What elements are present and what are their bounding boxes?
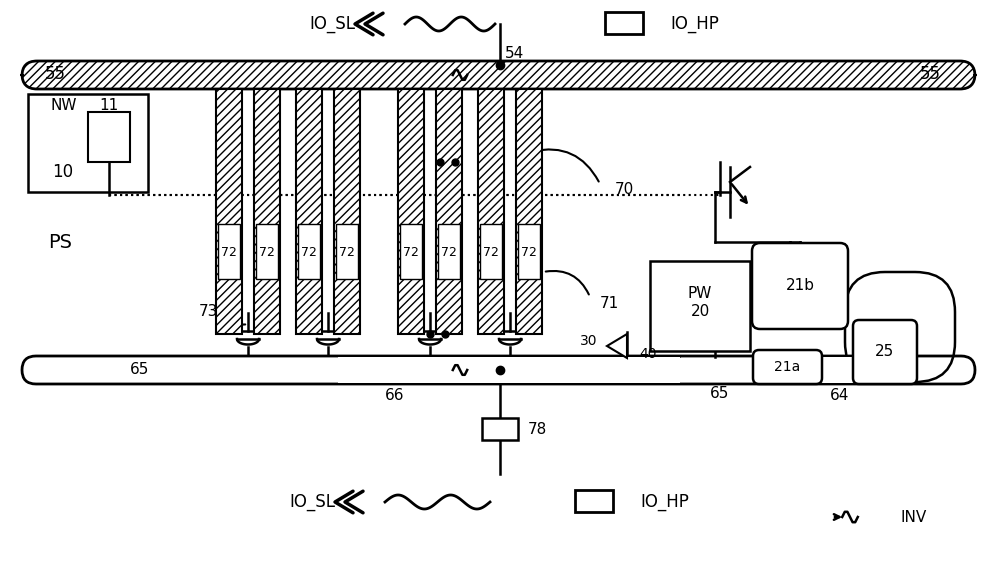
Text: 72: 72	[403, 246, 419, 258]
Bar	[438, 224, 460, 279]
Text: 72: 72	[483, 246, 499, 258]
Polygon shape	[478, 89, 504, 334]
FancyBboxPatch shape	[22, 356, 975, 384]
Polygon shape	[296, 89, 322, 334]
Polygon shape	[516, 89, 542, 334]
Text: 55: 55	[44, 65, 66, 83]
Text: 30: 30	[580, 334, 597, 348]
Text: 72: 72	[521, 246, 537, 258]
Text: INV: INV	[900, 509, 926, 524]
Text: 72: 72	[339, 246, 355, 258]
Text: 66: 66	[385, 388, 405, 403]
FancyBboxPatch shape	[752, 243, 848, 329]
Polygon shape	[338, 357, 680, 383]
Text: 71: 71	[600, 296, 619, 311]
Text: 11: 11	[99, 98, 119, 113]
Text: IO_HP: IO_HP	[640, 493, 689, 511]
Polygon shape	[216, 89, 242, 334]
Polygon shape	[334, 89, 360, 334]
Text: 65: 65	[710, 386, 730, 402]
Bar	[575, 490, 613, 512]
Polygon shape	[436, 89, 462, 334]
Text: 20: 20	[690, 303, 710, 318]
Bar	[298, 224, 320, 279]
FancyBboxPatch shape	[753, 350, 822, 384]
Bar	[218, 224, 240, 279]
FancyBboxPatch shape	[22, 61, 975, 89]
Polygon shape	[254, 89, 280, 334]
Text: 70: 70	[615, 182, 634, 197]
Text: 21b: 21b	[786, 279, 814, 293]
Polygon shape	[760, 357, 900, 383]
Text: 72: 72	[259, 246, 275, 258]
Text: 25: 25	[875, 345, 895, 360]
Bar	[336, 224, 358, 279]
Text: NW: NW	[50, 98, 76, 113]
Text: 55: 55	[920, 65, 940, 83]
Bar	[480, 224, 502, 279]
Text: PW: PW	[688, 286, 712, 301]
Bar	[482, 418, 518, 440]
Text: 73: 73	[199, 304, 218, 320]
Text: 72: 72	[301, 246, 317, 258]
Polygon shape	[398, 89, 424, 334]
Text: PS: PS	[48, 232, 72, 251]
Text: 54: 54	[505, 45, 525, 61]
Polygon shape	[28, 94, 148, 192]
Bar	[256, 224, 278, 279]
Text: IO_SL: IO_SL	[309, 15, 355, 33]
Text: 40: 40	[639, 347, 656, 361]
Polygon shape	[607, 334, 627, 358]
Bar	[400, 224, 422, 279]
Text: 64: 64	[830, 388, 850, 403]
Text: 72: 72	[441, 246, 457, 258]
Text: IO_HP: IO_HP	[670, 15, 719, 33]
Text: 65: 65	[130, 363, 150, 378]
Text: 78: 78	[528, 421, 547, 436]
Text: 72: 72	[221, 246, 237, 258]
Bar	[605, 12, 643, 34]
Text: IO_SL: IO_SL	[289, 493, 335, 511]
Text: 10: 10	[52, 163, 74, 181]
Bar	[518, 224, 540, 279]
Bar	[88, 112, 130, 162]
Text: 21a: 21a	[774, 360, 801, 374]
FancyBboxPatch shape	[853, 320, 917, 384]
Bar	[650, 261, 750, 351]
